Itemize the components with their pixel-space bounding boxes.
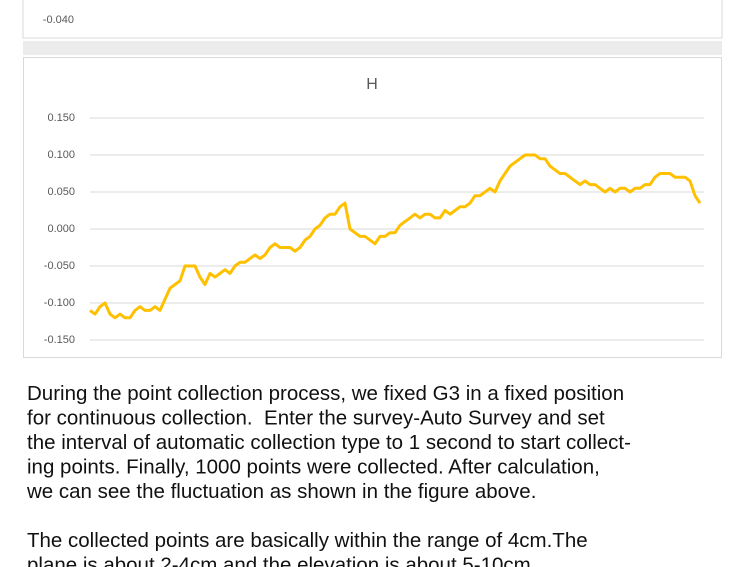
plot: 0.150 0.100 0.050 0.000 -0.050 -0.100 -0.150 xyxy=(44,112,704,346)
paragraph-line: ing points. Finally, 1000 points were co… xyxy=(27,456,600,479)
body-text: During the point collection process, we … xyxy=(26,382,631,567)
y-tick-label: -0.050 xyxy=(44,260,75,272)
chart-panel xyxy=(23,57,722,358)
paragraph-line: the interval of automatic collection typ… xyxy=(27,431,631,454)
y-tick-label: -0.100 xyxy=(44,297,75,309)
paragraph-line: The collected points are basically withi… xyxy=(27,529,588,552)
y-tick-label: 0.100 xyxy=(47,149,75,161)
y-tick-label: 0.150 xyxy=(47,112,75,124)
chart-title: H xyxy=(366,76,378,93)
separator xyxy=(23,41,722,55)
y-tick-label: -0.150 xyxy=(44,334,75,346)
top-panel xyxy=(22,0,723,39)
paragraph-line: for continuous collection. Enter the sur… xyxy=(27,407,605,430)
paragraph-line: plane is about 2-4cm and the elevation i… xyxy=(27,554,536,567)
y-tick-label: 0.000 xyxy=(47,223,75,235)
paragraph-line: During the point collection process, we … xyxy=(27,382,624,405)
top-tick-label: -0.040 xyxy=(43,14,74,26)
data-line xyxy=(89,153,702,320)
paragraph-line: we can see the fluctuation as shown in t… xyxy=(26,480,536,503)
y-tick-label: 0.050 xyxy=(47,186,75,198)
